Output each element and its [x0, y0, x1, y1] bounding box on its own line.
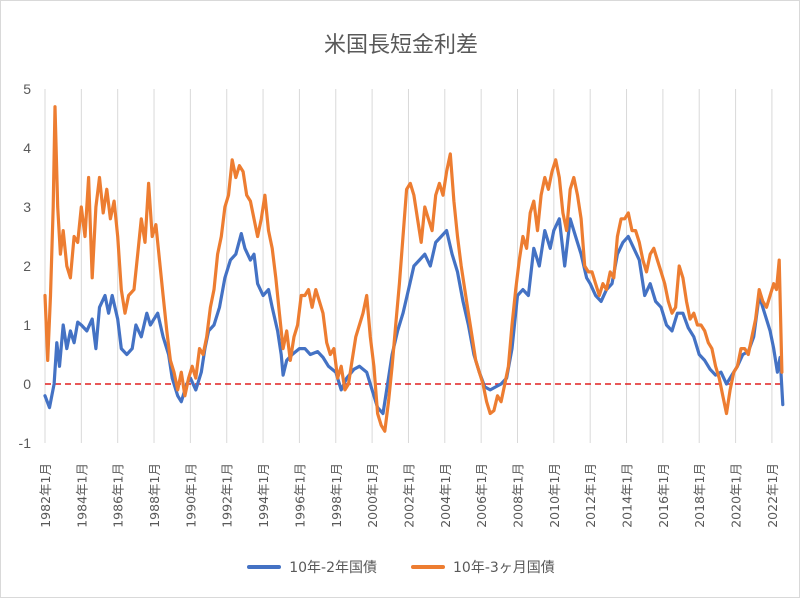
x-tick-label: 2002年1月 — [401, 463, 416, 528]
legend-swatch-series-2 — [411, 565, 445, 569]
legend-item-series-1: 10年-2年国債 — [247, 557, 377, 577]
x-tick-label: 2004年1月 — [438, 463, 453, 528]
x-tick-label: 1990年1月 — [183, 463, 198, 528]
chart-legend: 10年-2年国債 10年-3ヶ月国債 — [1, 557, 799, 577]
x-tick-label: 2000年1月 — [365, 463, 380, 528]
x-tick-label: 2010年1月 — [547, 463, 562, 528]
legend-label-series-2: 10年-3ヶ月国債 — [453, 560, 555, 576]
x-tick-label: 1998年1月 — [329, 463, 344, 528]
series-line-2 — [43, 105, 784, 433]
y-tick-label: 3 — [23, 199, 31, 215]
x-tick-label: 1982年1月 — [38, 463, 53, 528]
x-tick-label: 2006年1月 — [474, 463, 489, 528]
x-tick-label: 2008年1月 — [510, 463, 525, 528]
y-tick-label: 4 — [23, 140, 31, 156]
x-tick-label: 1996年1月 — [292, 463, 307, 528]
y-tick-label: 1 — [23, 317, 31, 333]
x-tick-label: 1992年1月 — [220, 463, 235, 528]
x-tick-label: 2022年1月 — [765, 463, 780, 528]
legend-swatch-series-1 — [247, 565, 282, 569]
chart-title: 米国長短金利差 — [323, 33, 478, 58]
x-tick-label: 2018年1月 — [692, 463, 707, 528]
x-tick-label: 2014年1月 — [620, 463, 635, 528]
x-tick-label: 2012年1月 — [583, 463, 598, 528]
y-tick-label: 5 — [23, 81, 31, 97]
x-tick-label: 2016年1月 — [656, 463, 671, 528]
y-tick-label: 2 — [23, 258, 31, 274]
legend-item-series-2: 10年-3ヶ月国債 — [411, 557, 555, 577]
x-tick-label: 1984年1月 — [74, 463, 89, 528]
x-tick-label: 1994年1月 — [256, 463, 271, 528]
x-tick-label: 1988年1月 — [147, 463, 162, 528]
x-tick-label: 2020年1月 — [729, 463, 744, 528]
x-tick-label: 1986年1月 — [111, 463, 126, 528]
legend-label-series-1: 10年-2年国債 — [289, 560, 377, 576]
y-tick-label: 0 — [23, 376, 31, 392]
y-tick-label: -1 — [19, 435, 32, 451]
